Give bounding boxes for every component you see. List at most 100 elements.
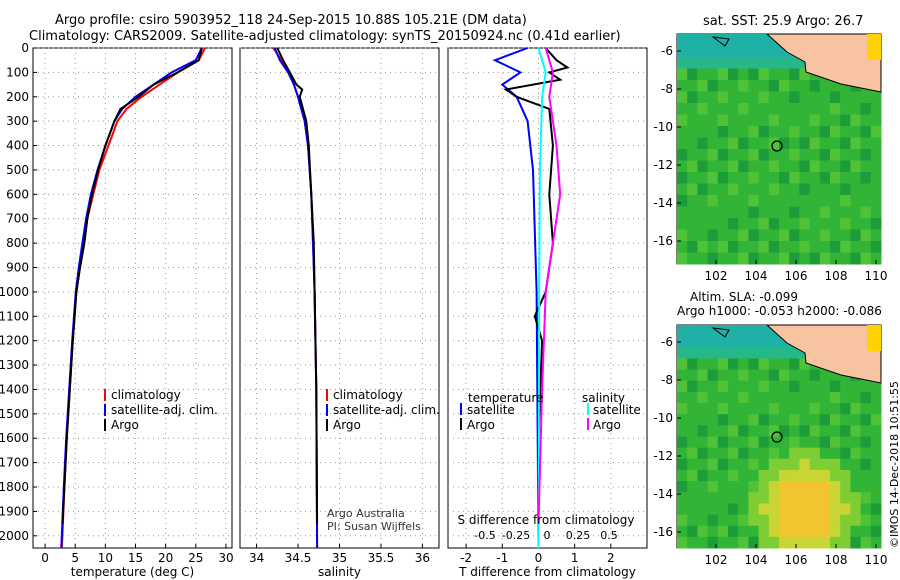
- sst-map-cell: [870, 241, 882, 253]
- sst-map-cell: [860, 195, 872, 207]
- sla-map-cell: [870, 447, 882, 460]
- sla-map-cell: [809, 414, 821, 426]
- sst-map-cell: [819, 103, 831, 115]
- sla-map-cell: [819, 380, 831, 393]
- sla-map-cell: [697, 514, 709, 527]
- sla-map-cell: [677, 414, 688, 426]
- sst-map-cell: [687, 103, 698, 115]
- sst-map-cell: [768, 57, 780, 69]
- sst-map-cell: [728, 137, 739, 150]
- sst-map-cell: [717, 45, 729, 58]
- sla-map-cell: [809, 469, 821, 482]
- sst-map-cell: [830, 252, 841, 265]
- sst-map-cell: [717, 137, 729, 150]
- sla-map-cell: [830, 403, 841, 415]
- sla-map-cell: [697, 403, 709, 415]
- sst-map-cell: [799, 229, 811, 242]
- sla-map-cell: [809, 447, 821, 460]
- sst-map-cell: [860, 229, 872, 242]
- series-line-argo: [61, 47, 203, 524]
- sla-map-cell: [830, 369, 841, 382]
- sla-map-cell: [728, 469, 739, 482]
- x2-tick-label: 0.5: [600, 529, 618, 542]
- sla-map-cell: [789, 469, 800, 482]
- x-tick-label: 34: [249, 551, 264, 565]
- sla-map-cell: [738, 469, 749, 482]
- sla-map-cell: [768, 481, 780, 493]
- sla-map-cell: [860, 481, 872, 493]
- sla-map-cell: [717, 458, 729, 471]
- sst-map-cell: [677, 183, 688, 196]
- sst-map-cell: [840, 91, 851, 104]
- sla-map-cell: [809, 525, 821, 538]
- sla-map-cell: [779, 380, 790, 393]
- sla-map-cell: [697, 503, 709, 516]
- sla-map-cell: [768, 525, 780, 538]
- sla-map-cell: [728, 380, 739, 393]
- sst-map-lat-label: -6: [661, 44, 673, 58]
- legend-label: climatology: [111, 388, 181, 402]
- sst-map-cell: [789, 57, 800, 69]
- sst-map-cell: [707, 206, 719, 219]
- sst-map-cell: [738, 114, 749, 127]
- sst-map-cell: [860, 126, 872, 138]
- sst-map-cell: [717, 149, 729, 161]
- sla-map-cell: [697, 425, 709, 437]
- sla-map-cell: [768, 347, 780, 359]
- sst-map-cell: [717, 91, 729, 104]
- sla-map-cell: [748, 514, 760, 527]
- sst-map-cell: [789, 172, 800, 184]
- sla-map-cell: [860, 536, 872, 549]
- sst-map-cell: [677, 80, 688, 92]
- sst-map-cell: [860, 183, 872, 196]
- sla-map-cell: [738, 514, 749, 527]
- sla-map-cell: [779, 536, 790, 549]
- sst-map-cell: [789, 149, 800, 161]
- sst-map-cell: [697, 137, 709, 150]
- sst-map-cell: [768, 45, 780, 58]
- sla-map-cell: [768, 358, 780, 371]
- sst-map-lon-label: 104: [745, 269, 768, 283]
- y-tick-label: 900: [6, 261, 29, 275]
- sst-map-cell: [728, 34, 739, 46]
- sla-map-cell: [789, 358, 800, 371]
- sla-map-lat-label: -10: [653, 411, 673, 425]
- sst-map-cell: [850, 183, 862, 196]
- sst-map-cell: [728, 103, 739, 115]
- sla-map-cell: [758, 403, 770, 415]
- sla-map-cell: [830, 436, 841, 449]
- sst-map-cell: [830, 195, 841, 207]
- sst-map-cell: [768, 149, 780, 161]
- sla-map-cell: [789, 447, 800, 460]
- sst-map-cell: [677, 68, 688, 81]
- sla-map-cell: [840, 536, 851, 549]
- sst-map-cell: [717, 114, 729, 127]
- sla-map-cell: [758, 481, 770, 493]
- sla-map-cell: [707, 336, 719, 348]
- sla-map-title-line-1: Altim. SLA: -0.099: [690, 290, 799, 304]
- sst-map-cell: [789, 103, 800, 115]
- sst-map-cell: [687, 229, 698, 242]
- sst-map-cell: [717, 103, 729, 115]
- sla-map-cell: [799, 492, 811, 504]
- sst-map-cell: [697, 195, 709, 207]
- x-tick-label: -2: [460, 551, 472, 565]
- sst-map-cell: [768, 126, 780, 138]
- sla-map-cell: [677, 481, 688, 493]
- sla-map-cell: [860, 525, 872, 538]
- sla-map-cell: [677, 380, 688, 393]
- sst-map-cell: [830, 137, 841, 150]
- sst-map-cell: [799, 126, 811, 138]
- sla-map-cell: [707, 514, 719, 527]
- sst-map-cell: [779, 57, 790, 69]
- sst-map-cell: [779, 149, 790, 161]
- sst-map-cell: [809, 126, 821, 138]
- sla-map-cell: [789, 503, 800, 516]
- sst-map-cell: [697, 160, 709, 173]
- sla-map-cell: [677, 458, 688, 471]
- sst-map-cell: [728, 80, 739, 92]
- sla-map-cell: [779, 347, 790, 359]
- sla-map-cell: [768, 391, 780, 404]
- sst-map-cell: [687, 34, 698, 46]
- sst-map-cell: [779, 206, 790, 219]
